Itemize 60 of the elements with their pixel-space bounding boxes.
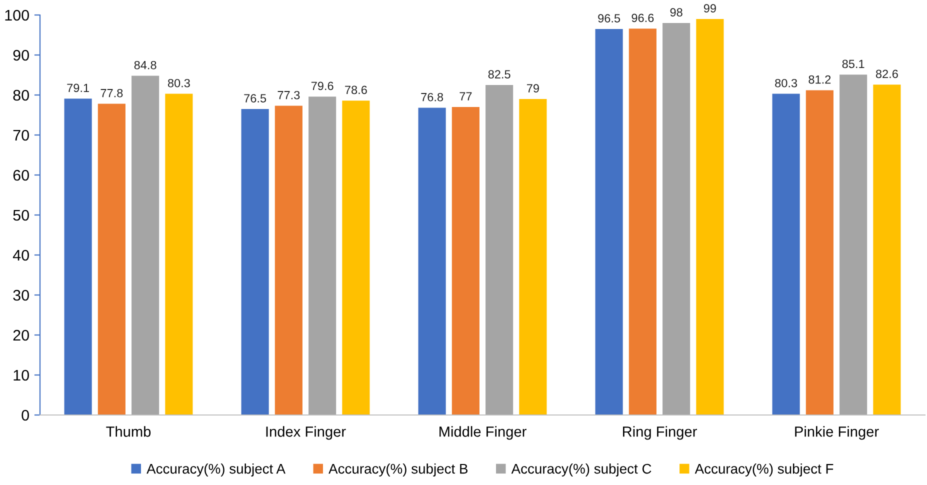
- x-tick-label: Middle Finger: [440, 426, 526, 440]
- x-tick-label: Pinkie Finger: [795, 426, 879, 440]
- y-tick-label: 50: [13, 210, 29, 221]
- data-label: 76.5: [244, 94, 266, 102]
- x-tick-label: Thumb: [106, 426, 151, 437]
- data-label: 85.1: [842, 60, 864, 68]
- bar: [418, 108, 446, 415]
- data-label: 77: [460, 92, 472, 100]
- data-label: 79.6: [311, 82, 334, 90]
- bar: [241, 109, 269, 415]
- bar: [308, 96, 336, 415]
- data-label: 77.3: [278, 90, 300, 100]
- y-tick-label: 70: [13, 130, 29, 141]
- data-label: 82.5: [488, 70, 510, 78]
- data-label: 79: [526, 84, 539, 92]
- bar: [696, 19, 724, 415]
- data-label: 77.8: [100, 88, 123, 98]
- data-label: 78.6: [345, 86, 367, 94]
- y-tick-label: 40: [12, 250, 29, 261]
- legend-label: Accuracy(%) subject A: [146, 464, 286, 476]
- legend-label: Accuracy(%) subject F: [694, 464, 834, 476]
- data-label: 84.8: [134, 60, 156, 70]
- data-label: 79.1: [67, 84, 89, 92]
- data-label: 81.2: [808, 75, 831, 84]
- data-label: 96.6: [632, 14, 654, 22]
- y-tick-label: 30: [13, 290, 29, 301]
- y-tick-label: 20: [13, 330, 29, 341]
- data-label: 99: [704, 4, 716, 12]
- data-label: 80.3: [168, 78, 190, 88]
- bar: [873, 84, 901, 415]
- bar: [519, 99, 547, 415]
- bar: [806, 90, 834, 415]
- x-tick-label: Index Finger: [266, 426, 346, 440]
- y-tick-label: 80: [13, 90, 29, 101]
- y-tick-label: 10: [14, 370, 29, 381]
- y-tick-label: 90: [13, 50, 29, 61]
- data-label: 96.5: [598, 14, 620, 22]
- bar: [274, 106, 302, 415]
- bar: [98, 104, 126, 415]
- y-tick-label: 100: [5, 10, 29, 21]
- bar: [452, 107, 480, 415]
- bar: [342, 100, 370, 415]
- legend-label: Accuracy(%) subject B: [328, 464, 468, 476]
- y-tick-label: 60: [13, 170, 29, 181]
- bar: [662, 23, 690, 415]
- data-label: 98: [670, 8, 682, 16]
- data-label: 80.3: [775, 78, 798, 88]
- data-label: 82.6: [876, 70, 898, 78]
- bar: [595, 29, 623, 415]
- bar: [64, 98, 92, 415]
- bar: [132, 76, 160, 415]
- bar: [840, 74, 868, 415]
- bar: [165, 94, 193, 415]
- data-label: 76.8: [421, 92, 444, 102]
- x-tick-label: Ring Finger: [623, 426, 697, 440]
- legend-label: Accuracy(%) subject C: [511, 464, 652, 476]
- bar: [772, 94, 800, 415]
- y-tick-label: 0: [22, 410, 29, 421]
- bar: [486, 85, 514, 415]
- bar: [628, 28, 656, 415]
